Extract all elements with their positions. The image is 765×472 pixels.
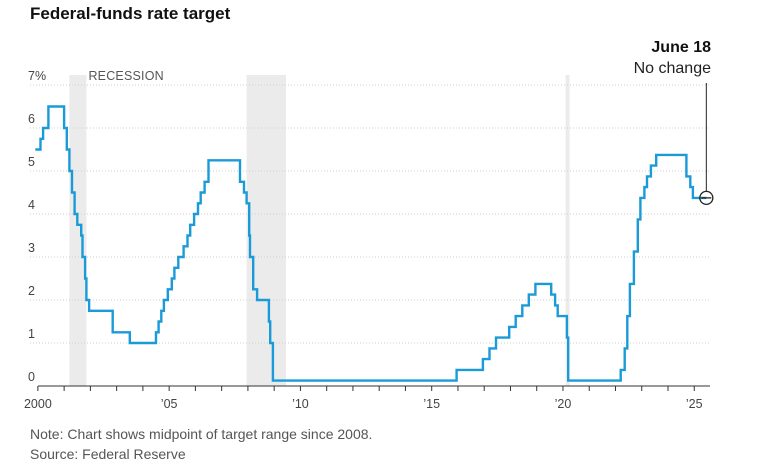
y-tick-label-0: 0 [28, 370, 35, 384]
recession-band-0 [69, 75, 87, 386]
y-tick-label-3: 3 [28, 241, 35, 255]
gridlines [30, 84, 710, 344]
recession-band-1 [246, 75, 286, 386]
annotation-date: June 18 [651, 39, 711, 56]
recession-bands [69, 75, 570, 386]
y-tick-label-1: 1 [28, 327, 35, 341]
x-tick-label-2010: ’10 [292, 397, 309, 411]
chart-source: Source: Federal Reserve [30, 446, 186, 462]
y-tick-labels: 0 1 2 3 4 5 6 7% [28, 69, 46, 384]
x-tick-label-2015: ’15 [423, 397, 440, 411]
x-tick-label-2020: ’20 [555, 397, 572, 411]
y-tick-label-2: 2 [28, 284, 35, 298]
chart-title: Federal-funds rate target [30, 4, 231, 23]
latest-point-marker [699, 190, 714, 206]
x-tick-label-2000: 2000 [24, 397, 52, 411]
x-tick-label-2025: ’25 [686, 397, 703, 411]
series-line-fed-funds-rate [35, 105, 707, 382]
x-axis: 2000 ’05 ’10 ’15 ’20 ’25 [24, 385, 710, 411]
recession-label: RECESSION [88, 69, 163, 83]
chart-note: Note: Chart shows midpoint of target ran… [30, 426, 373, 442]
x-tick-label-2005: ’05 [161, 397, 178, 411]
annotation-text: No change [634, 60, 711, 77]
y-tick-label-6: 6 [28, 112, 35, 126]
y-tick-label-4: 4 [28, 198, 35, 212]
recession-band-2 [565, 75, 570, 386]
y-tick-label-7: 7% [28, 69, 46, 83]
y-tick-label-5: 5 [28, 155, 35, 169]
